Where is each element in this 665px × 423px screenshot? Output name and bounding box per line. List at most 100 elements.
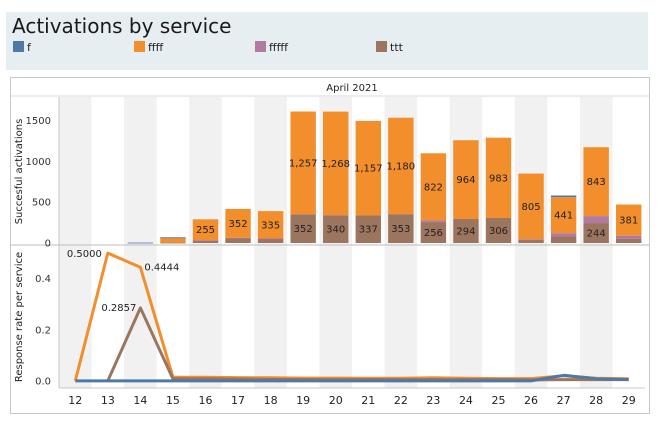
line-annotation: 0.4444 [144, 262, 179, 273]
chart-title: Activations by service [12, 14, 232, 38]
legend-item-ttt[interactable]: ttt [376, 41, 403, 54]
period-header: April 2021 [326, 83, 377, 94]
bar-segment-ffff [616, 204, 642, 236]
bar-segment-ttt [225, 238, 251, 243]
bar-data-label: 1,180 [387, 161, 416, 172]
bar-segment-ffff [323, 111, 349, 216]
bar-segment-ttt [192, 240, 219, 243]
line-y-tick-label: 0.4 [35, 274, 51, 285]
x-tick-label: 15 [166, 394, 180, 407]
bar-segment-ffff [583, 147, 609, 217]
x-tick-label: 20 [329, 394, 343, 407]
line-y-axis-title: Response rate per service [14, 252, 25, 382]
legend-label: ttt [390, 41, 403, 54]
bar-data-label: 352 [294, 224, 313, 235]
bar-segment-ttt [323, 215, 349, 243]
bar-data-label: 964 [456, 175, 475, 186]
x-tick-label: 26 [524, 394, 538, 407]
bar-segment-ttt [485, 217, 512, 243]
bar-data-label: 381 [619, 216, 638, 227]
x-tick-label: 13 [101, 394, 115, 407]
bar-segment-ttt [257, 238, 284, 243]
x-tick-label: 14 [133, 394, 147, 407]
line-y-tick-label: 0.0 [35, 376, 51, 387]
bar-segment-ttt [550, 236, 577, 243]
bar-data-label: 1,268 [321, 159, 350, 170]
bar-segment-fffff [518, 239, 544, 241]
bar-data-label: 983 [489, 173, 508, 184]
line-y-tick-label: 0.2 [35, 325, 51, 336]
bar-data-label: 340 [326, 225, 345, 236]
bar-data-label: 244 [587, 229, 606, 240]
bar-y-tick-label: 1000 [26, 157, 51, 168]
bar-segment-ffff [518, 173, 544, 240]
bar-data-label: 294 [456, 226, 475, 237]
bar-y-tick-label: 1500 [26, 116, 51, 127]
bar-segment-ffff [290, 111, 316, 215]
bar-segment-ffff [160, 237, 186, 243]
x-tick-label: 27 [557, 394, 571, 407]
x-tick-label: 18 [264, 394, 278, 407]
line-series-f [75, 373, 629, 383]
bar-data-label: 822 [424, 182, 443, 193]
x-tick-label: 17 [231, 394, 245, 407]
bar-y-axis-title: Succesful activations [14, 119, 25, 225]
bar-segment-f [550, 195, 577, 198]
legend-swatch [255, 41, 266, 52]
column-band [59, 97, 92, 388]
bar-segment-fffff [192, 240, 219, 241]
bar-segment-ffff [420, 153, 447, 221]
bar-segment-fffff [257, 238, 284, 240]
legend-label: fffff [269, 41, 289, 54]
bar-data-label: 306 [489, 226, 508, 237]
x-tick-label: 25 [492, 394, 506, 407]
legend-label: ffff [148, 41, 164, 54]
bar-segment-ttt [388, 214, 414, 243]
x-tick-label: 12 [68, 394, 82, 407]
bar-y-tick-label: 0 [45, 239, 51, 250]
bar-segment-fffff [420, 220, 447, 223]
title-bar: Activations by service [6, 12, 648, 70]
bar-segment-ttt [420, 222, 447, 243]
legend-swatch [13, 41, 24, 52]
x-tick-label: 16 [199, 394, 213, 407]
bar-segment-ttt [518, 239, 544, 243]
bar-segment-ffff [355, 120, 381, 216]
line-series-ttt [106, 306, 629, 382]
bar-segment-fffff [225, 237, 251, 239]
bar-segment-ffff [453, 140, 479, 219]
legend-item-ffff[interactable]: ffff [134, 41, 163, 54]
x-tick-label: 22 [394, 394, 408, 407]
bar-segment-ttt [355, 215, 381, 243]
legend-swatch [134, 41, 145, 52]
x-tick-label: 23 [426, 394, 440, 407]
legend-label: f [27, 41, 31, 54]
bar-segment-ffff [485, 137, 512, 218]
x-tick-label: 28 [589, 394, 603, 407]
bar-data-label: 337 [359, 225, 378, 236]
bar-segment-fffff [583, 216, 609, 224]
bar-segment-ttt [290, 214, 316, 243]
bar-data-label: 335 [261, 220, 280, 231]
bar-data-label: 353 [391, 224, 410, 235]
bar-segment-ffff [192, 219, 219, 241]
bar-segment-f [160, 237, 186, 239]
column-band [124, 97, 157, 388]
x-tick-label: 21 [361, 394, 375, 407]
line-annotation: 0.5000 [67, 249, 102, 260]
bar-segment-ttt [160, 242, 186, 244]
bar-data-label: 352 [229, 219, 248, 230]
bar-segment-ffff [225, 208, 251, 238]
bar-segment-ffff [550, 197, 577, 234]
line-annotation: 0.2857 [101, 303, 136, 314]
bar-data-label: 256 [424, 228, 443, 239]
x-tick-label: 24 [459, 394, 473, 407]
legend-item-f[interactable]: f [13, 41, 31, 54]
bar-segment-ttt [616, 238, 642, 243]
legend-item-fffff[interactable]: fffff [255, 41, 288, 54]
bar-segment-ffff [388, 117, 414, 215]
bar-segment-ttt [453, 218, 479, 243]
bar-segment-fffff [550, 233, 577, 237]
bar-data-label: 805 [522, 202, 541, 213]
